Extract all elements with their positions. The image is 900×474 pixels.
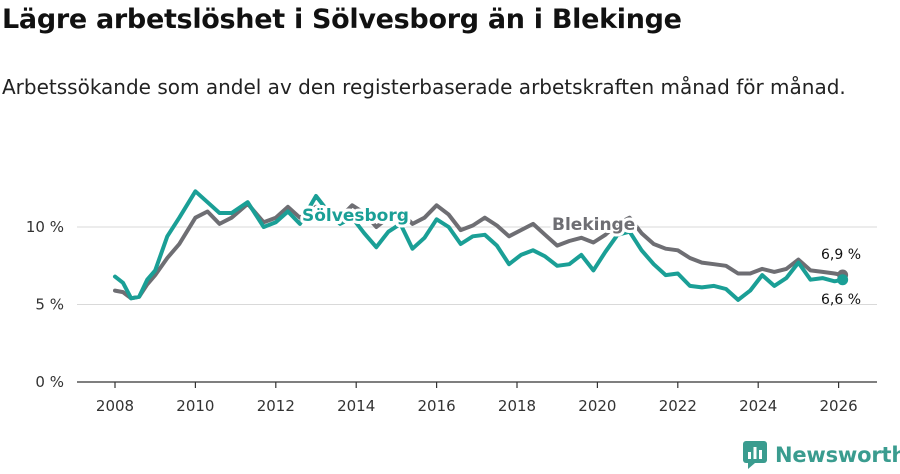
series-lines	[113, 189, 849, 302]
x-tick-label: 2018	[498, 397, 536, 415]
page-subtitle: Arbetssökande som andel av den registerb…	[2, 75, 846, 99]
end-value-label: 6,6 %	[821, 292, 861, 308]
y-tick-label: 10 %	[26, 218, 64, 236]
page-title: Lägre arbetslöshet i Sölvesborg än i Ble…	[2, 4, 682, 35]
x-axis: 2008 2010 2012 2014 2016 2018 2020 2022 2024 2026	[77, 381, 877, 415]
x-tick-label: 2016	[418, 397, 456, 415]
y-axis: 0 % 5 % 10 %	[26, 218, 64, 391]
brand-name: Newsworthy	[775, 443, 900, 467]
brand-logo: Newsworthy	[743, 440, 900, 470]
y-tick-label: 0 %	[35, 373, 64, 391]
series-labels: Blekinge 6,9 % Sölvesborg 6,6 %	[299, 203, 861, 308]
x-tick-label: 2026	[820, 397, 858, 415]
series-label-solvesborg: Sölvesborg	[302, 206, 409, 226]
series-label-blekinge: Blekinge	[552, 215, 635, 235]
x-tick-label: 2010	[176, 397, 214, 415]
series-line-solvesborg	[113, 189, 845, 302]
gridlines	[77, 226, 877, 305]
x-tick-label: 2008	[96, 397, 134, 415]
x-tick-label: 2024	[739, 397, 777, 415]
y-tick-label: 5 %	[35, 296, 64, 314]
x-tick-label: 2012	[257, 397, 295, 415]
x-tick-label: 2014	[337, 397, 375, 415]
series-line-blekinge	[113, 201, 845, 301]
newsworthy-logo-icon	[743, 441, 767, 469]
x-tick-label: 2022	[659, 397, 697, 415]
end-point	[837, 274, 849, 286]
end-value-label: 6,9 %	[821, 247, 861, 263]
x-tick-label: 2020	[578, 397, 616, 415]
